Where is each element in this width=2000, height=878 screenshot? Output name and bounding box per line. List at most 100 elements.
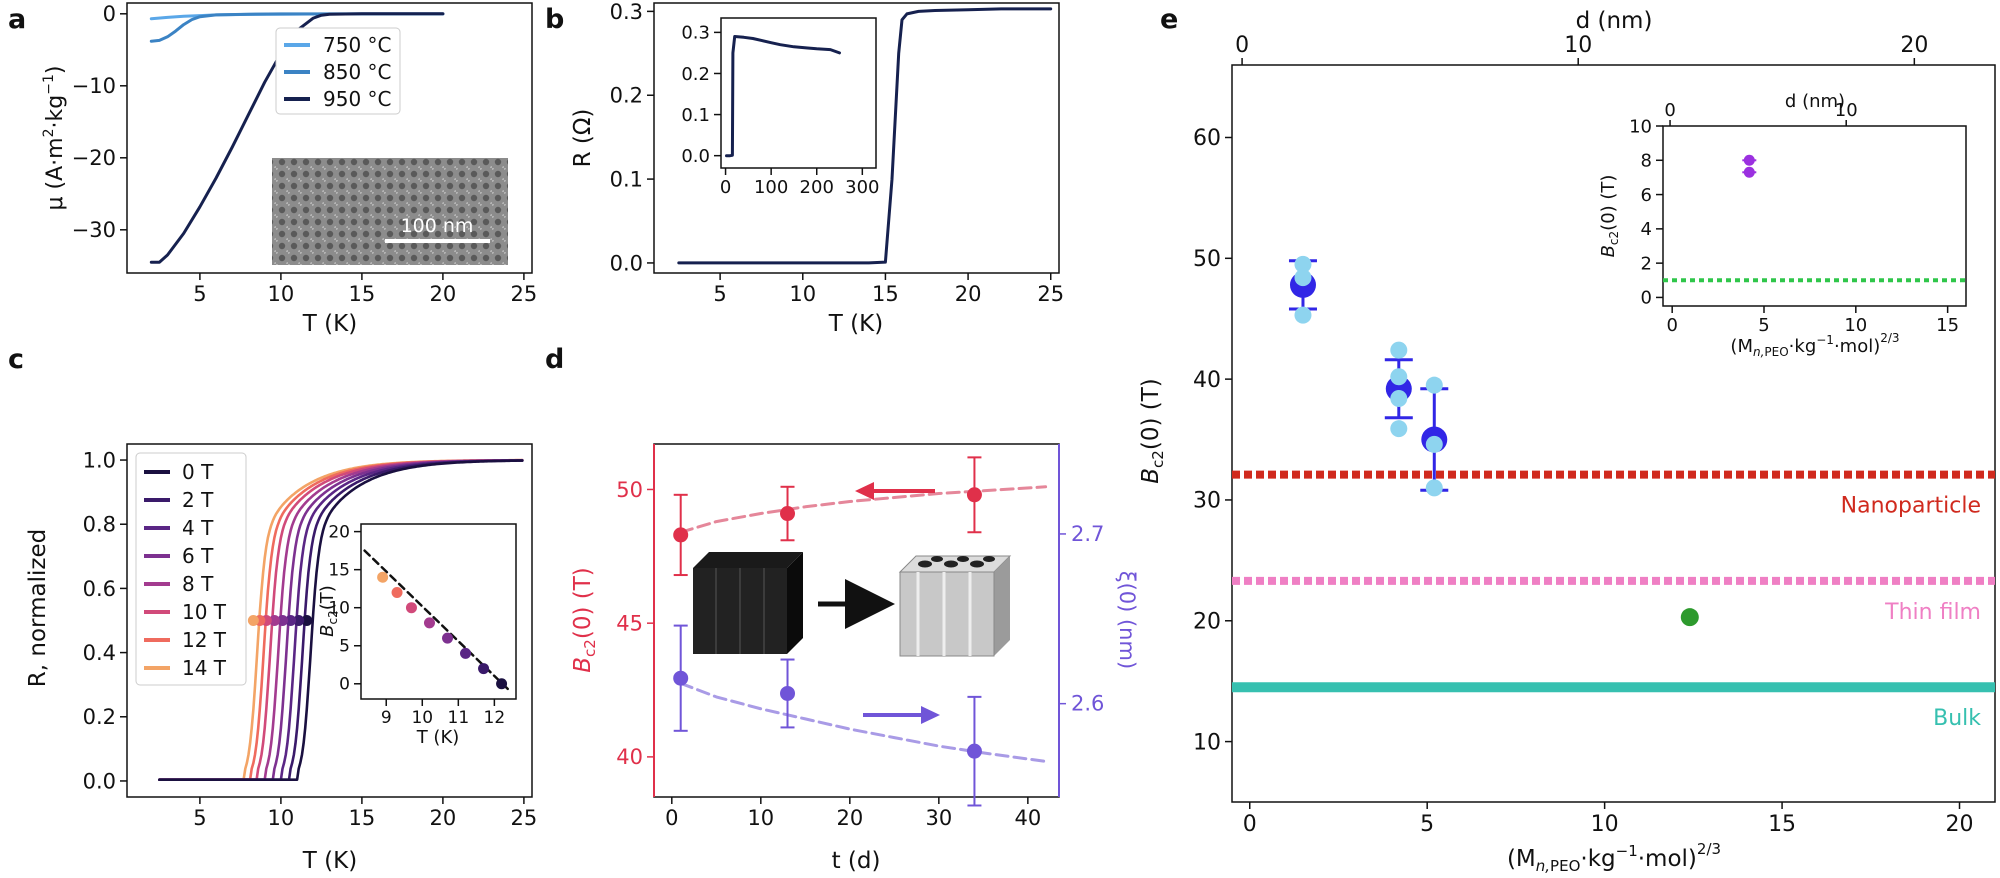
- x-tick-label: 0: [1243, 812, 1257, 837]
- panel-e-inset-x2label: d (nm): [1785, 91, 1845, 112]
- x2-tick-label: 0: [1235, 33, 1249, 58]
- panel-label-e: e: [1160, 4, 1178, 35]
- y-tick-label: 0.0: [610, 251, 643, 275]
- legend-label: 14 T: [182, 656, 227, 680]
- legend-box: [275, 27, 401, 115]
- x-tick-label: 40: [1014, 806, 1041, 830]
- x-tick-label: 15: [1768, 812, 1796, 837]
- x-tick-label: 10: [411, 708, 433, 728]
- panel-b: 5 10 15 20 25 0.0 0.1 0.2 0.3 0 100 200 300 0.0 0.1 0.…: [570, 0, 1064, 337]
- y-tick-label: 50: [1193, 247, 1221, 272]
- x-tick-label: 25: [511, 282, 538, 306]
- panel-b-frame: [653, 2, 1060, 274]
- y-tick-label: 0.3: [610, 0, 643, 24]
- half-point-4: [268, 615, 280, 626]
- x-tick-label: 30: [925, 806, 952, 830]
- y-tick-label: −30: [72, 218, 116, 242]
- legend-label: 2 T: [182, 488, 214, 512]
- panel-a-xlabel: T (K): [302, 311, 357, 337]
- y-tick-label: 0.2: [83, 705, 116, 729]
- inset-x2-tick-label: 10: [1835, 100, 1858, 121]
- x-tick-label: 5: [1758, 315, 1769, 336]
- series-line-2: [149, 12, 445, 264]
- y-tick-label: 8: [1641, 151, 1652, 172]
- panel-b-xlabel: T (K): [828, 311, 883, 337]
- y-tick-label: 0: [103, 2, 116, 26]
- panel-c-inset-xlabel: T (K): [416, 727, 460, 748]
- panel-a-ylabel: μ (A·m2·kg−1): [41, 66, 68, 211]
- legend-label: 950 °C: [323, 87, 392, 111]
- x-tick-label: 10: [1591, 812, 1619, 837]
- fit-line-xi: [679, 681, 1048, 763]
- x-tick-label: 20: [836, 806, 863, 830]
- panel-c-ylabel: R, normalized: [25, 529, 51, 687]
- point-bc2-0: [673, 527, 689, 543]
- x-tick-label: 10: [789, 282, 816, 306]
- panel-b-series: [677, 7, 1053, 265]
- legend-label: 850 °C: [323, 60, 392, 84]
- sample-point-1-0: [1390, 341, 1408, 359]
- series-line-1: [149, 12, 445, 43]
- porous-block-icon: [898, 555, 1012, 657]
- series-line-7: [158, 459, 524, 782]
- panel-e-ylabel: Bc2(0) (T): [1138, 378, 1167, 483]
- y-tick-label: 0.3: [681, 23, 710, 44]
- panel-d: 0 10 20 30 40 40 45 50 2.6 2.7: [570, 443, 1139, 874]
- x-tick-label: 0: [665, 806, 678, 830]
- solid-pillar-block-icon: [693, 552, 803, 654]
- y-tick-label: 10: [1629, 116, 1652, 137]
- legend-box: [135, 452, 247, 686]
- point-xi-1: [780, 685, 796, 701]
- y-tick-label: −20: [72, 146, 116, 170]
- x-tick-label: 20: [430, 282, 457, 306]
- legend-label: 750 °C: [323, 33, 392, 57]
- panel-e-inset-frame: [1662, 125, 1967, 307]
- inset-point-0: [377, 571, 389, 583]
- legend-label: 12 T: [182, 628, 227, 652]
- sample-point-0-2: [1294, 306, 1312, 324]
- panel-a-frame: [126, 2, 533, 274]
- panel-e-series: Nanoparticle Thin film Bulk: [1232, 255, 1995, 731]
- inset-point-5: [460, 647, 472, 659]
- structure-schematic: [693, 552, 1012, 657]
- sample-point-2-2: [1425, 479, 1443, 497]
- y2-tick-label: 2.7: [1071, 522, 1104, 546]
- y-tick-label: 1.0: [83, 448, 116, 472]
- x-tick-label: 15: [349, 282, 376, 306]
- x-tick-label: 5: [713, 282, 726, 306]
- panel-c-xlabel: T (K): [302, 848, 357, 874]
- y-tick-label: 0.2: [681, 64, 710, 85]
- x-tick-label: 25: [511, 806, 538, 830]
- y-tick-label: 40: [616, 745, 643, 769]
- inset-point-3: [423, 617, 435, 629]
- y-tick-label: 0.1: [681, 105, 710, 126]
- x-tick-label: 5: [1420, 812, 1434, 837]
- panel-label-d: d: [545, 344, 564, 375]
- sample-point-0-1: [1294, 269, 1312, 287]
- x-tick-label: 9: [381, 708, 392, 728]
- x-tick-label: 25: [1037, 282, 1064, 306]
- x-tick-label: 10: [268, 806, 295, 830]
- sem-scale-bar-label: 100 nm: [401, 215, 474, 237]
- point-bc2-2: [966, 487, 982, 503]
- reference-label-0: Nanoparticle: [1841, 494, 1981, 519]
- y-tick-label: 0: [1641, 288, 1652, 309]
- sample-point-2-1: [1425, 435, 1443, 453]
- x-tick-label: 12: [484, 708, 506, 728]
- x-tick-label: 20: [1946, 812, 1974, 837]
- y2-tick-label: 2.6: [1071, 692, 1104, 716]
- half-point-1: [293, 615, 305, 626]
- sample-point-2-0: [1425, 376, 1443, 394]
- y-tick-label: 0.0: [83, 769, 116, 793]
- panel-e-inset: 0 5 10 15 0 2 4 6 8 10 0 10: [1629, 100, 1966, 336]
- panel-a-series: [149, 12, 445, 264]
- half-point-2: [285, 615, 297, 626]
- panel-d-ylabel: Bc2(0) (T): [570, 567, 599, 672]
- y-tick-label: 6: [1641, 185, 1652, 206]
- inset-point-1: [1743, 166, 1755, 178]
- x-tick-label: 10: [268, 282, 295, 306]
- panel-label-b: b: [545, 4, 564, 35]
- reference-label-1: Thin film: [1884, 600, 1981, 625]
